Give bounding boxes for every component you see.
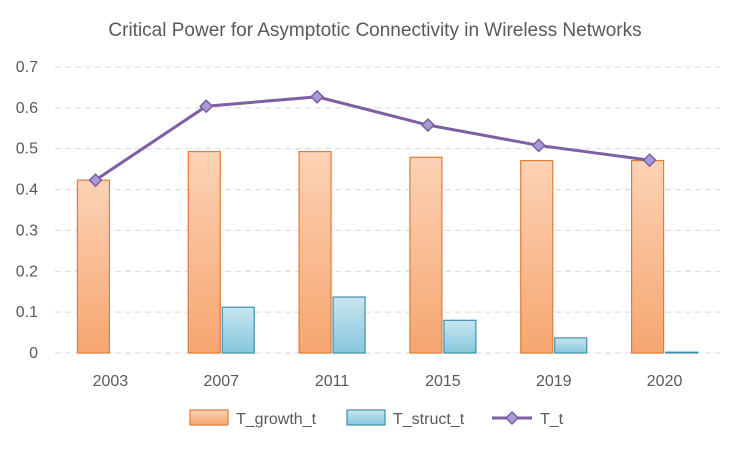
bar-t-struct-2007 xyxy=(221,306,255,354)
bar-t-growth-2003 xyxy=(76,179,111,354)
y-tick-label-5: 0.5 xyxy=(16,141,38,158)
legend-label-t: T_t xyxy=(540,411,564,428)
bar-t-growth-2020 xyxy=(630,159,665,354)
bar-t-growth-2011 xyxy=(298,150,332,354)
point-t-2015 xyxy=(420,117,435,133)
bar-t-growth-2019 xyxy=(520,159,554,354)
y-tick-label-0: 0 xyxy=(29,345,38,362)
x-tick-label-2007: 2007 xyxy=(203,373,239,390)
bar-t-growth-2007 xyxy=(187,150,221,354)
legend-marker-t xyxy=(504,410,520,426)
point-t-2020 xyxy=(642,153,657,168)
x-tick-label-2011: 2011 xyxy=(315,373,350,390)
legend-label-t-struct: T_struct_t xyxy=(393,411,465,428)
bar-t-struct-2011 xyxy=(332,296,366,354)
y-tick-label-4: 0.4 xyxy=(16,182,38,199)
legend: T_growth_t T_struct_t T_t xyxy=(189,409,564,428)
y-axis-ticks: 0 0.1 0.2 0.3 0.4 0.5 0.6 0.7 xyxy=(16,59,38,362)
y-tick-label-3: 0.3 xyxy=(16,222,38,239)
line-series xyxy=(88,89,657,188)
bar-t-struct-2015 xyxy=(443,319,477,354)
bar-t-struct-2020 xyxy=(664,351,699,354)
point-t-2007 xyxy=(199,99,214,114)
x-axis-ticks: 2003 2007 2011 2015 2019 2020 xyxy=(93,373,683,390)
x-tick-label-2003: 2003 xyxy=(93,373,129,390)
y-tick-label-6: 0.6 xyxy=(16,100,38,117)
y-tick-label-1: 0.1 xyxy=(16,304,38,321)
grid-lines xyxy=(55,66,720,354)
point-t-2011 xyxy=(310,89,325,104)
point-t-2019 xyxy=(531,138,546,153)
y-tick-label-7: 0.7 xyxy=(16,59,38,76)
point-t-2003 xyxy=(88,173,103,188)
legend-swatch-t-struct xyxy=(346,409,386,426)
y-tick-label-2: 0.2 xyxy=(16,263,38,280)
x-tick-label-2019: 2019 xyxy=(536,373,572,390)
chart-title: Critical Power for Asymptotic Connectivi… xyxy=(108,20,641,41)
x-tick-label-2015: 2015 xyxy=(425,373,461,390)
bars xyxy=(76,150,699,354)
legend-label-t-growth: T_growth_t xyxy=(236,411,317,428)
x-tick-label-2020: 2020 xyxy=(647,373,683,390)
bar-t-growth-2015 xyxy=(409,156,443,354)
legend-swatch-t-growth xyxy=(189,409,229,426)
bar-t-struct-2019 xyxy=(554,337,588,354)
series-line-t xyxy=(94,95,650,182)
